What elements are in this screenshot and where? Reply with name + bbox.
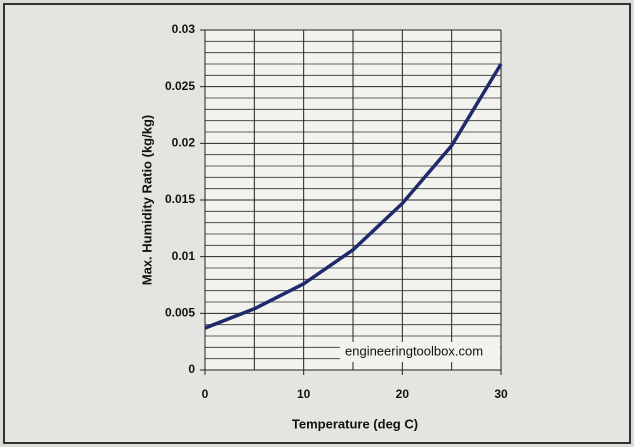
y-axis-title: Max. Humidity Ratio (kg/kg) — [139, 115, 154, 285]
data-line — [204, 63, 503, 330]
x-tick-label: 10 — [297, 387, 311, 401]
x-tick-label: 0 — [202, 387, 209, 401]
watermark-bg — [340, 342, 500, 362]
watermark: engineeringtoolbox.com — [345, 343, 483, 358]
x-tick-label: 30 — [494, 387, 508, 401]
y-tick-label: 0 — [188, 362, 195, 376]
x-tick-label: 20 — [396, 387, 410, 401]
y-tick-label: 0.02 — [172, 136, 196, 150]
y-tick-label: 0.025 — [165, 79, 195, 93]
x-axis-title: Temperature (deg C) — [292, 416, 418, 431]
y-tick-label: 0.03 — [172, 22, 196, 36]
y-tick-label: 0.005 — [165, 306, 195, 320]
y-tick-label: 0.015 — [165, 192, 195, 206]
y-tick-label: 0.01 — [172, 249, 196, 263]
